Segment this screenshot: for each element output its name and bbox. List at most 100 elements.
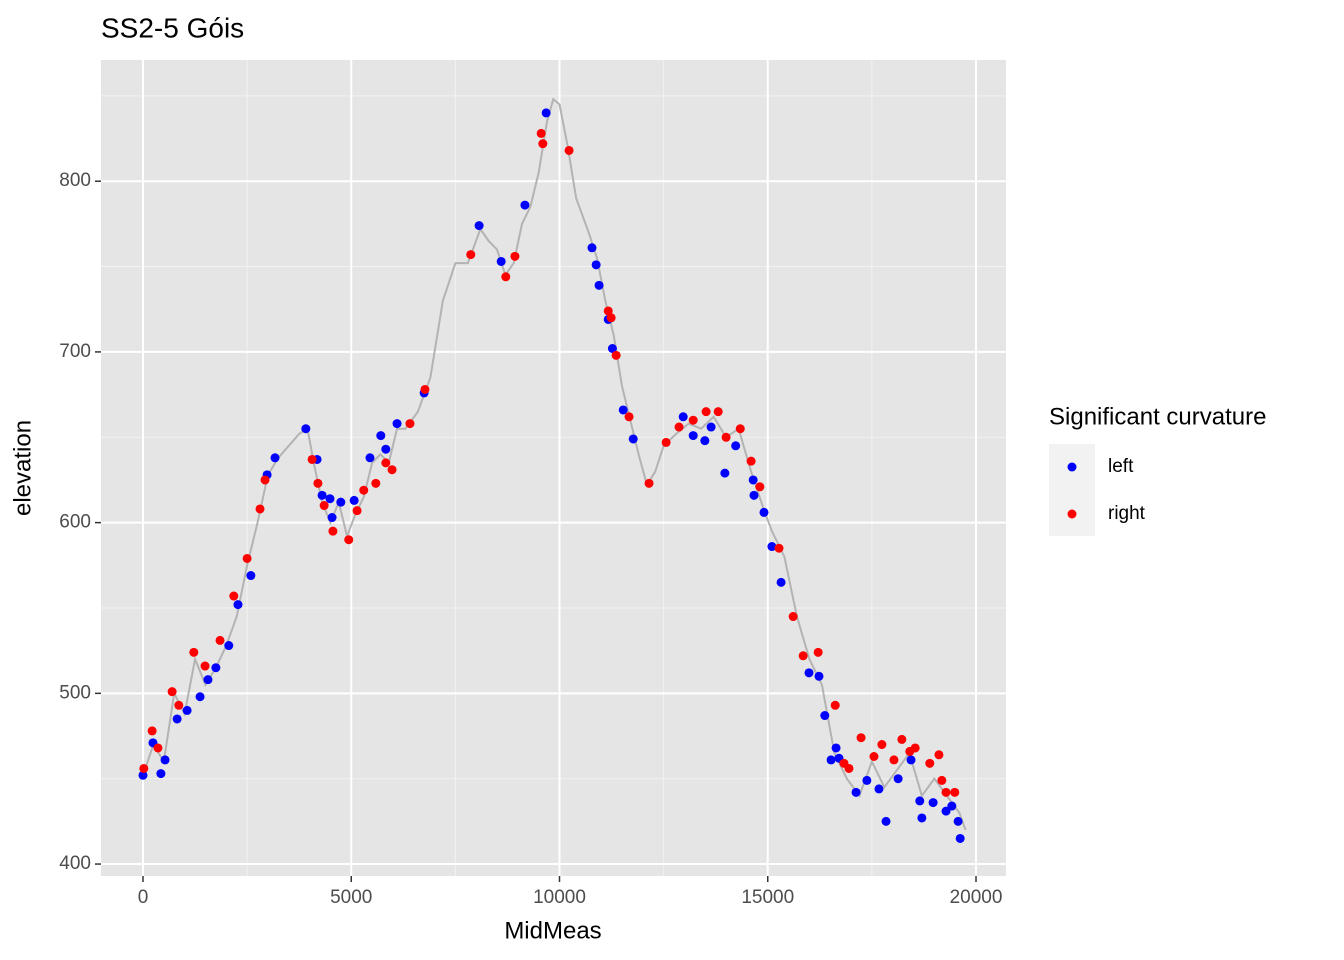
point xyxy=(564,145,574,155)
point xyxy=(877,740,887,750)
point xyxy=(798,651,808,661)
legend-key xyxy=(1067,509,1077,519)
point xyxy=(307,454,317,464)
point xyxy=(820,711,830,721)
point xyxy=(246,571,256,581)
point xyxy=(955,833,965,843)
point xyxy=(862,775,872,785)
point xyxy=(510,251,520,261)
point xyxy=(788,612,798,622)
point xyxy=(607,344,617,354)
point xyxy=(897,734,907,744)
point xyxy=(755,482,765,492)
point xyxy=(200,661,210,671)
point xyxy=(496,256,506,266)
point xyxy=(721,432,731,442)
point xyxy=(925,758,935,768)
point xyxy=(661,437,671,447)
point xyxy=(319,501,329,511)
point xyxy=(520,200,530,210)
chart-title: SS2-5 Góis xyxy=(101,12,244,43)
point xyxy=(813,647,823,657)
y-tick-label: 800 xyxy=(59,170,91,191)
legend-label: right xyxy=(1108,503,1146,524)
point xyxy=(405,419,415,429)
point xyxy=(917,813,927,823)
y-tick-label: 400 xyxy=(59,853,91,874)
point xyxy=(156,769,166,779)
point xyxy=(359,485,369,495)
point xyxy=(706,422,716,432)
point xyxy=(748,475,758,485)
point xyxy=(147,726,157,736)
point xyxy=(856,733,866,743)
point xyxy=(804,668,814,678)
point xyxy=(336,497,346,507)
point xyxy=(889,755,899,765)
point xyxy=(466,250,476,260)
point xyxy=(215,635,225,645)
point xyxy=(139,763,149,773)
point xyxy=(720,468,730,478)
point xyxy=(172,714,182,724)
point xyxy=(950,787,960,797)
y-tick-label: 600 xyxy=(59,512,91,533)
point xyxy=(611,350,621,360)
point xyxy=(844,763,854,773)
point xyxy=(327,513,337,523)
point xyxy=(160,755,170,765)
point xyxy=(759,507,769,517)
point xyxy=(538,139,548,149)
point xyxy=(182,705,192,715)
y-axis-title: elevation xyxy=(9,420,36,516)
point xyxy=(678,412,688,422)
point xyxy=(731,441,741,451)
point xyxy=(313,478,323,488)
point xyxy=(328,526,338,536)
point xyxy=(536,128,546,138)
point xyxy=(774,543,784,553)
point xyxy=(325,494,335,504)
point xyxy=(317,490,327,500)
legend-title: Significant curvature xyxy=(1049,403,1266,430)
point xyxy=(211,663,221,673)
point xyxy=(915,796,925,806)
point xyxy=(906,755,916,765)
point xyxy=(928,798,938,808)
point xyxy=(628,434,638,444)
legend-key xyxy=(1067,462,1077,472)
point xyxy=(618,405,628,415)
point xyxy=(153,743,163,753)
point xyxy=(365,453,375,463)
point xyxy=(947,801,957,811)
point xyxy=(474,221,484,231)
point xyxy=(603,306,613,316)
point xyxy=(167,687,177,697)
point xyxy=(381,444,391,454)
point xyxy=(937,775,947,785)
point xyxy=(746,456,756,466)
point xyxy=(591,260,601,270)
point xyxy=(387,465,397,475)
point xyxy=(301,424,311,434)
legend-label: left xyxy=(1108,456,1134,477)
point xyxy=(644,478,654,488)
point xyxy=(830,700,840,710)
point xyxy=(701,407,711,417)
x-tick-label: 0 xyxy=(138,887,149,908)
y-tick-label: 500 xyxy=(59,682,91,703)
elevation-line xyxy=(142,97,967,831)
point xyxy=(174,700,184,710)
point xyxy=(270,453,280,463)
point xyxy=(203,675,213,685)
point xyxy=(941,806,951,816)
point xyxy=(260,475,270,485)
point xyxy=(381,458,391,468)
point xyxy=(700,436,710,446)
legend-key-background xyxy=(1049,444,1095,536)
point xyxy=(831,743,841,753)
x-tick-label: 5000 xyxy=(330,887,372,908)
panel xyxy=(101,60,1006,876)
x-tick-label: 15000 xyxy=(741,887,794,908)
